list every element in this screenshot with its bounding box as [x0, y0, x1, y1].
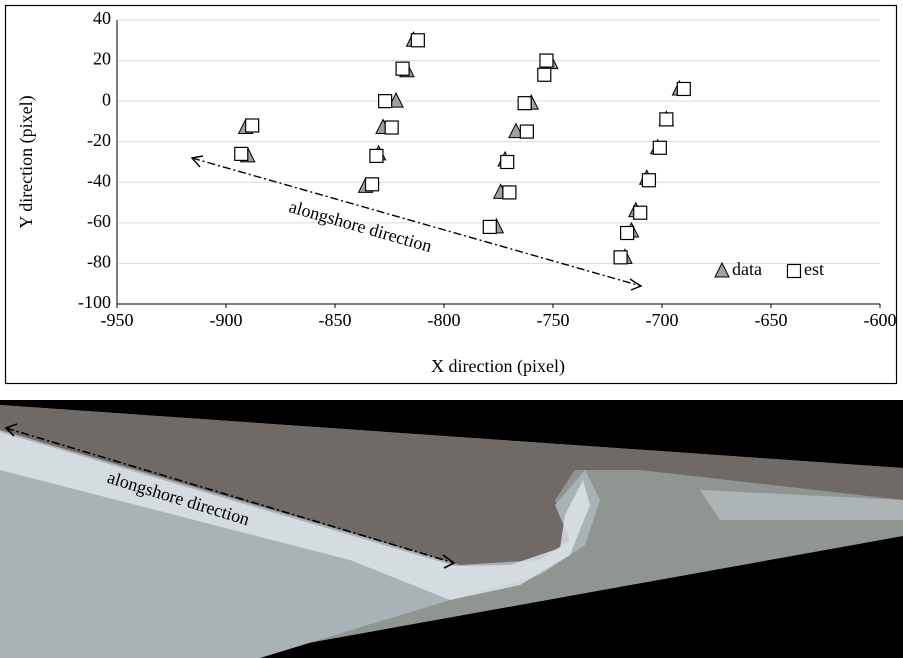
- point: [518, 97, 531, 110]
- page: -100 -80 -60 -40 -20 0 20 40 -950 -900 -850 -800 -75…: [0, 0, 903, 658]
- y-tick-label: 0: [102, 89, 111, 109]
- x-tick-label: -750: [537, 310, 570, 330]
- point: [370, 149, 383, 162]
- x-tick-label: -850: [319, 310, 352, 330]
- legend-marker: [787, 265, 800, 278]
- y-tick-label: -20: [87, 130, 111, 150]
- point: [642, 174, 655, 187]
- point: [246, 119, 259, 132]
- point: [501, 156, 514, 169]
- point: [396, 62, 409, 75]
- point: [677, 82, 690, 95]
- point: [660, 113, 673, 126]
- point: [411, 34, 424, 47]
- point: [483, 220, 496, 233]
- y-tick-label: -60: [87, 211, 111, 231]
- point: [379, 95, 392, 108]
- point: [503, 186, 516, 199]
- legend-label: est: [804, 259, 824, 279]
- y-axis-label: Y direction (pixel): [16, 95, 37, 228]
- photo: [0, 400, 903, 658]
- y-tick-label: -40: [87, 170, 111, 190]
- point: [540, 54, 553, 67]
- x-tick-label: -800: [428, 310, 461, 330]
- x-tick-label: -650: [755, 310, 788, 330]
- x-axis-label: X direction (pixel): [431, 356, 565, 377]
- point: [520, 125, 533, 138]
- point: [235, 147, 248, 160]
- point: [538, 68, 551, 81]
- x-tick-label: -950: [101, 310, 134, 330]
- y-tick-label: -80: [87, 252, 111, 272]
- point: [385, 121, 398, 134]
- x-tick-label: -600: [864, 310, 897, 330]
- point: [621, 227, 634, 240]
- point: [653, 141, 666, 154]
- y-tick-label: -100: [78, 292, 111, 312]
- point: [614, 251, 627, 264]
- point: [634, 206, 647, 219]
- y-tick-label: 40: [93, 8, 111, 28]
- legend-label: data: [732, 259, 762, 279]
- x-tick-label: -900: [210, 310, 243, 330]
- x-tick-label: -700: [646, 310, 679, 330]
- point: [366, 178, 379, 191]
- y-tick-label: 20: [93, 49, 111, 69]
